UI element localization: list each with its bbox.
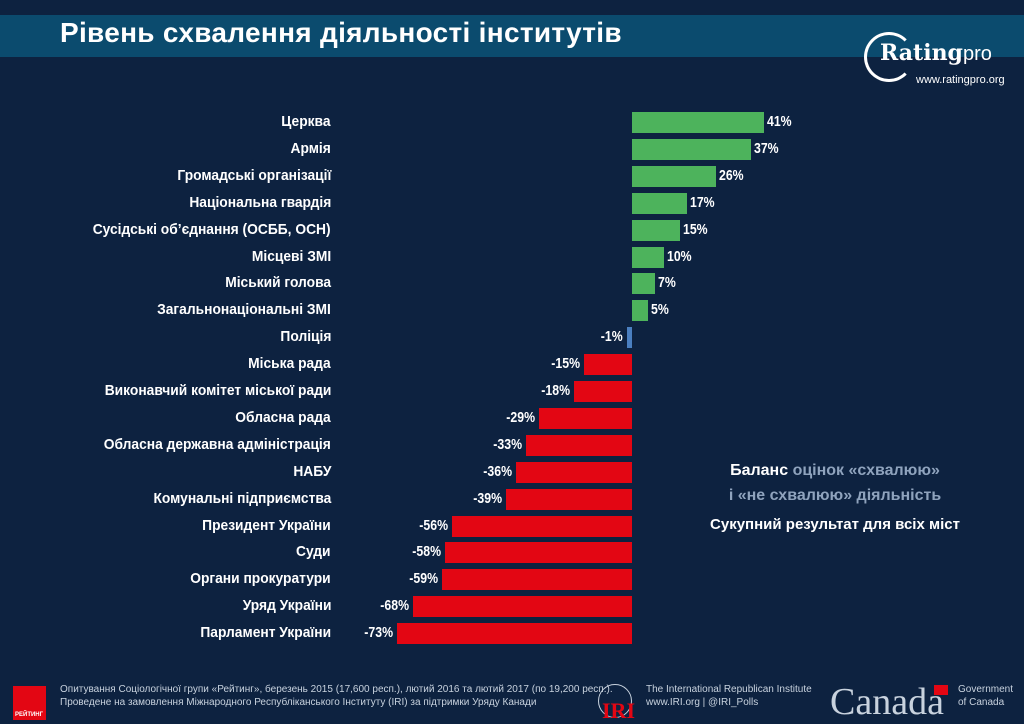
rating-logo: РЕЙТИНГ [13,686,46,720]
data-label: -59% [409,570,439,588]
category-label: Комунальні підприємства [153,489,331,507]
data-label: -36% [483,462,513,480]
data-label: -73% [364,624,393,642]
chart-subtitle: Сукупний результат для всіх міст [710,516,960,533]
bar [632,300,649,322]
bar [632,273,655,295]
bar [451,515,632,537]
bar [632,219,681,241]
category-label: Органи прокуратури [190,570,331,588]
data-label: 26% [718,166,744,184]
bar [627,327,632,349]
data-label: 7% [657,274,676,292]
chart-legend: Баланс оцінок «схвалюю» і «не схвалюю» д… [700,458,970,508]
category-label: НАБУ [292,462,331,480]
page-title: Рівень схвалення діяльності інститутів [60,17,622,48]
bar [413,596,632,618]
globe-icon [598,684,632,718]
canada-wordmark: Canada [830,681,944,723]
category-label: Сусідські об’єднання (ОСББ, ОСН) [93,220,331,238]
bar [583,354,632,376]
legend-text-a: Баланс [730,462,789,479]
data-label: -33% [493,435,522,453]
category-label: Парламент України [200,624,331,642]
bar [506,488,632,510]
data-label: 10% [667,247,692,265]
gov-canada: Government of Canada [958,684,1014,708]
category-label: Уряд України [242,597,331,615]
bar [525,434,632,456]
category-label: Міська рада [248,355,331,373]
category-label: Виконавчий комітет міської ради [104,382,331,399]
data-label: -58% [412,543,442,561]
bar [632,165,716,187]
data-label: -18% [541,382,571,399]
bar [442,569,632,591]
data-label: -15% [550,355,580,373]
source-note: Опитування Соціологічної групи «Рейтинг»… [60,684,613,708]
bar [445,542,632,564]
category-label: Громадські організації [177,166,331,184]
category-label: Церква [281,113,331,130]
category-label: Національна гвардія [189,193,331,211]
data-label: -56% [418,516,448,534]
category-label: Суди [296,543,331,561]
data-label: 17% [689,193,715,211]
data-label: -1% [601,328,623,346]
canada-flag-icon [934,685,948,695]
legend-text-b: оцінок «схвалюю» [792,462,940,479]
bar [632,192,687,214]
data-label: 15% [683,220,708,238]
bar [574,381,632,402]
category-label: Поліція [280,328,331,346]
iri-logo: IRI [596,684,636,723]
category-label: Обласна державна адміністрація [103,435,331,453]
category-label: Місцеві ЗМІ [251,247,331,265]
logo-wordmark: Ratingpro [880,40,992,66]
data-label: -39% [473,489,503,507]
bar [632,138,752,160]
header-band [0,15,1024,57]
legend-text-c: і «не схвалюю» діяльність [728,487,942,504]
category-label: Загальнонаціональні ЗМІ [157,301,331,319]
logo-url: www.ratingpro.org [916,74,1005,86]
bar [396,623,632,645]
iri-info: The International Republican Institute w… [646,684,812,708]
category-label: Міський голова [225,274,331,292]
data-label: -68% [380,597,410,615]
category-label: Обласна рада [235,408,331,426]
category-label: Армія [290,139,331,157]
category-label: Президент України [202,516,331,534]
bar [538,407,632,429]
bar [632,112,765,133]
data-label: 41% [767,113,792,130]
data-label: 5% [651,301,669,319]
data-label: -29% [505,408,535,426]
bar [516,461,632,483]
logo-ring-icon [864,32,914,82]
bar [632,246,665,268]
ratingpro-logo: Ratingpro www.ratingpro.org [862,30,1012,90]
data-label: 37% [754,139,779,157]
